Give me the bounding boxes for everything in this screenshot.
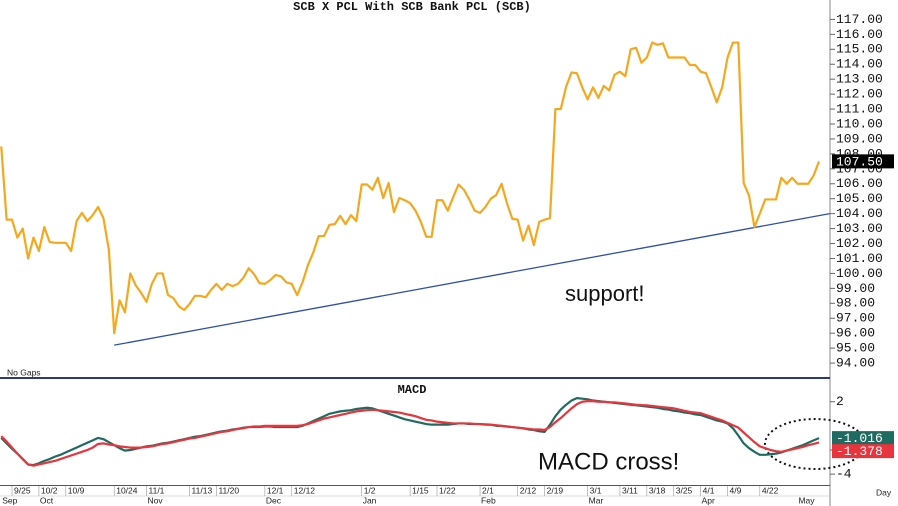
y-tick-label: 101.00 <box>836 251 883 266</box>
y-tick-label: 96.00 <box>836 326 875 341</box>
value-tag <box>832 154 894 169</box>
y-tick-label: 113.00 <box>836 72 883 87</box>
note: No Gaps <box>7 367 41 377</box>
y-tick-label: 97.00 <box>836 311 875 326</box>
y-tick-label: 110.00 <box>836 116 883 131</box>
value-tag <box>832 444 894 459</box>
month-label: Apr <box>702 495 715 505</box>
annotation: support! <box>565 281 645 306</box>
y-tick-label: -4 <box>836 467 852 482</box>
x-tick-label: 10/24 <box>116 485 138 495</box>
chart-title: SCB X PCL With SCB Bank PCL (SCB) <box>293 0 531 14</box>
y-tick-label: 106.00 <box>836 176 883 191</box>
x-tick-label: 2/12 <box>520 485 537 495</box>
y-tick-label: 102.00 <box>836 236 883 251</box>
y-tick-label: 94.00 <box>836 355 875 370</box>
trendline <box>114 213 830 346</box>
x-tick-label: 12/12 <box>294 485 316 495</box>
month-label: Feb <box>481 495 496 505</box>
y-tick-label: 98.00 <box>836 296 875 311</box>
x-tick-label: 11/20 <box>218 485 239 495</box>
x-tick-label: 3/25 <box>676 485 693 495</box>
y-tick-label: 2 <box>836 394 844 409</box>
y-tick-label: 104.00 <box>836 206 883 221</box>
x-tick-label: 1/15 <box>412 485 429 495</box>
y-tick-label: 111.00 <box>836 102 883 117</box>
month-label: Dec <box>266 495 282 505</box>
y-tick-label: 116.00 <box>836 27 883 42</box>
y-tick-label: 112.00 <box>836 87 883 102</box>
x-tick-label: 10/9 <box>68 485 85 495</box>
month-label: Sep <box>2 495 17 505</box>
month-label: Oct <box>40 495 54 505</box>
y-tick-label: 100.00 <box>836 266 883 281</box>
y-tick-label: 99.00 <box>836 281 875 296</box>
x-tick-label: 11/1 <box>149 485 165 495</box>
y-tick-label: 103.00 <box>836 221 883 236</box>
value-tag <box>832 431 894 446</box>
y-tick-label: 109.00 <box>836 131 883 146</box>
month-label: Mar <box>589 495 604 505</box>
month-label: Jan <box>363 495 377 505</box>
x-tick-label: 1/2 <box>364 485 376 495</box>
y-tick-label: 105.00 <box>836 191 883 206</box>
month-label: May <box>798 495 815 505</box>
x-tick-label: 4/1 <box>703 485 715 495</box>
x-tick-label: 2/1 <box>482 485 494 495</box>
chart-title: MACD <box>398 383 427 397</box>
value-label: -1.378 <box>836 444 883 459</box>
y-tick-label: 117.00 <box>836 12 883 27</box>
y-tick-label: 115.00 <box>836 42 883 57</box>
x-tick-label: 2/19 <box>547 485 564 495</box>
x-tick-label: 3/1 <box>590 485 602 495</box>
x-tick-label: 4/22 <box>762 485 779 495</box>
x-tick-label: 1/22 <box>439 485 456 495</box>
x-tick-label: 10/2 <box>41 485 58 495</box>
annotation: MACD cross! <box>538 448 679 475</box>
x-tick-label: 3/11 <box>622 485 638 495</box>
series-line <box>0 41 821 335</box>
value-label: 107.50 <box>836 154 883 169</box>
y-tick-label: 114.00 <box>836 57 883 72</box>
x-axis-label: Day <box>876 487 892 497</box>
month-label: Nov <box>148 495 164 505</box>
value-label: -1.016 <box>836 431 883 446</box>
x-tick-label: 12/1 <box>267 485 284 495</box>
x-tick-label: 4/9 <box>730 485 742 495</box>
y-tick-label: 95.00 <box>836 341 875 356</box>
series-line <box>0 400 820 467</box>
x-tick-label: 3/18 <box>649 485 666 495</box>
x-tick-label: 9/25 <box>14 485 31 495</box>
x-tick-label: 11/13 <box>192 485 213 495</box>
